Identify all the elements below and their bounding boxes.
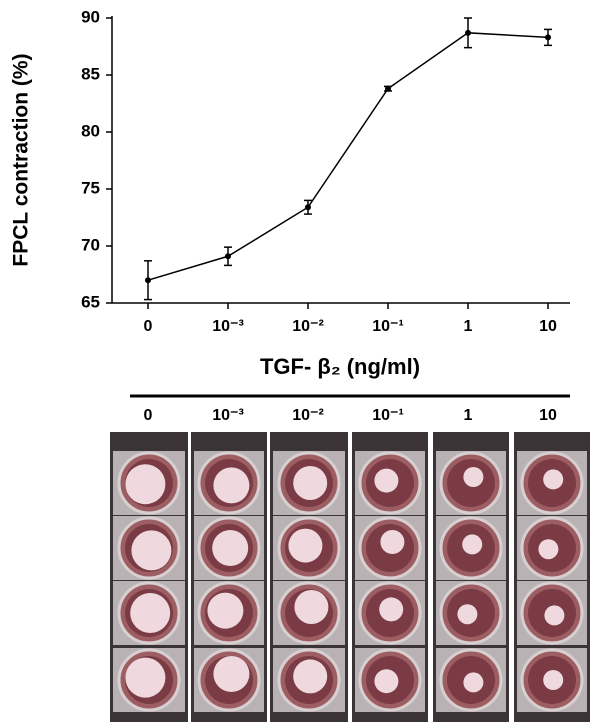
gel-disc	[457, 604, 478, 625]
data-point	[305, 204, 311, 211]
y-tick-label: 85	[81, 64, 100, 83]
data-point	[385, 85, 391, 92]
x-tick-label: 10	[539, 318, 557, 335]
y-tick-label: 65	[81, 292, 100, 311]
x-axis-label: TGF- β₂ (ng/ml)	[260, 354, 420, 379]
data-point	[545, 34, 551, 41]
gel-disc	[538, 539, 559, 560]
data-point	[465, 29, 471, 36]
gel-disc	[207, 592, 244, 629]
gel-disc	[288, 528, 323, 563]
data-line	[147, 32, 549, 281]
column-label: 10	[539, 407, 557, 424]
gel-disc	[294, 590, 329, 624]
gel-disc	[293, 466, 328, 500]
x-tick-label: 0	[144, 318, 153, 335]
column-label: 10⁻¹	[372, 407, 404, 424]
gel-disc	[543, 670, 564, 690]
gel-disc	[544, 605, 565, 626]
column-label: 1	[464, 407, 473, 424]
x-tick-label: 1	[464, 318, 473, 335]
gel-disc	[213, 467, 250, 504]
gel-disc	[212, 530, 249, 566]
data-point	[145, 277, 151, 284]
y-tick-label: 70	[81, 235, 100, 254]
y-tick-label: 80	[81, 121, 100, 140]
gel-disc	[543, 469, 564, 490]
y-tick-label: 75	[81, 178, 100, 197]
y-axis-label: FPCL contraction (%)	[10, 53, 33, 266]
gel-disc	[374, 468, 399, 493]
gel-disc	[131, 530, 172, 571]
gel-disc	[380, 530, 405, 554]
gel-disc	[293, 659, 328, 694]
data-point	[225, 253, 231, 260]
gel-disc	[463, 672, 484, 693]
well-plate-photo	[110, 432, 590, 722]
gel-disc	[213, 656, 250, 692]
gel-disc	[125, 464, 166, 505]
column-label: 10⁻³	[212, 407, 244, 424]
gel-disc	[125, 657, 166, 698]
x-tick-label: 10⁻¹	[372, 318, 404, 335]
x-tick-label: 10⁻³	[212, 318, 244, 335]
gel-disc	[462, 534, 483, 555]
column-label: 10⁻²	[292, 407, 324, 424]
gel-disc	[374, 669, 399, 694]
gel-disc	[463, 467, 484, 487]
gel-disc	[379, 597, 404, 622]
y-tick-label: 90	[81, 7, 100, 26]
gel-disc	[130, 593, 171, 633]
column-label: 0	[144, 407, 153, 424]
x-tick-label: 10⁻²	[292, 318, 324, 335]
